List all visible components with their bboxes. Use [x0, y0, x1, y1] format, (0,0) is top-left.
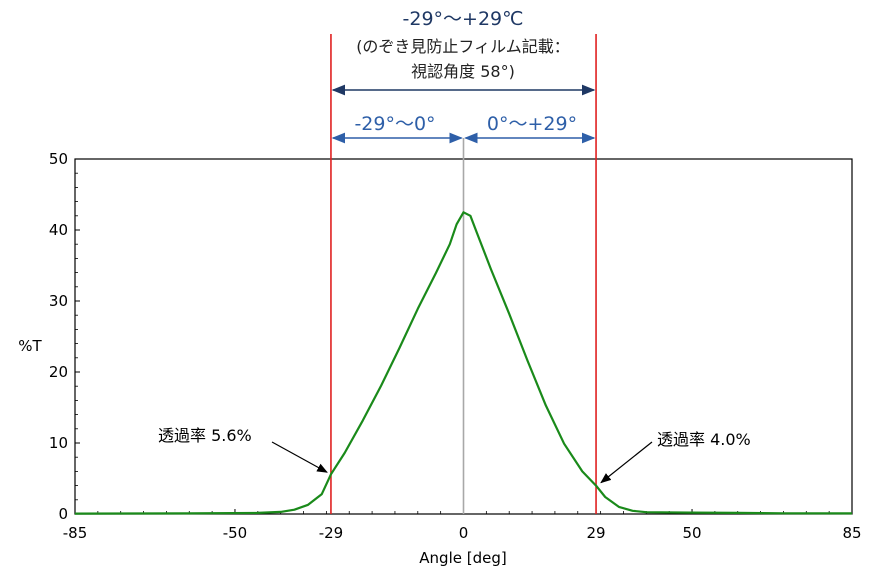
chart-title-line-3: 視認角度 58°): [411, 62, 515, 81]
y-tick-label: 10: [49, 434, 68, 452]
annotation-arrows: [271, 441, 653, 484]
transmittance-curve: [74, 211, 853, 515]
chart-title-line-2: (のぞき見防止フィルム記載：: [356, 37, 570, 56]
x-axis-title: Angle [deg]: [419, 549, 506, 567]
y-tick-label: 20: [49, 363, 68, 381]
y-tick-label: 50: [49, 150, 68, 168]
annotation-left-label: 透過率 5.6%: [158, 426, 252, 445]
range-label-left: -29°～0°: [354, 113, 435, 135]
axis-ticks: -85 -50 -29 0 29 50 85 0 10 20 30 40 50: [49, 150, 862, 542]
x-tick-label: 50: [682, 524, 701, 542]
x-tick-label: -85: [63, 524, 88, 542]
y-tick-label: 30: [49, 292, 68, 310]
annotation-right-label: 透過率 4.0%: [657, 430, 751, 449]
annotation-left-arrow: [271, 441, 328, 473]
y-tick-label: 0: [58, 505, 68, 523]
y-axis-title: %T: [18, 337, 42, 355]
annotation-right-arrow: [600, 441, 653, 484]
x-tick-label: 85: [842, 524, 861, 542]
chart-title-line-1: -29°～+29℃: [403, 8, 524, 30]
reference-lines: [330, 34, 597, 514]
range-arrows: [331, 84, 596, 144]
range-label-right: 0°～+29°: [487, 113, 577, 135]
y-tick-label: 40: [49, 221, 68, 239]
x-tick-label: -29: [319, 524, 344, 542]
x-tick-label: -50: [223, 524, 248, 542]
x-tick-label: 29: [587, 524, 606, 542]
x-tick-label: 0: [459, 524, 469, 542]
